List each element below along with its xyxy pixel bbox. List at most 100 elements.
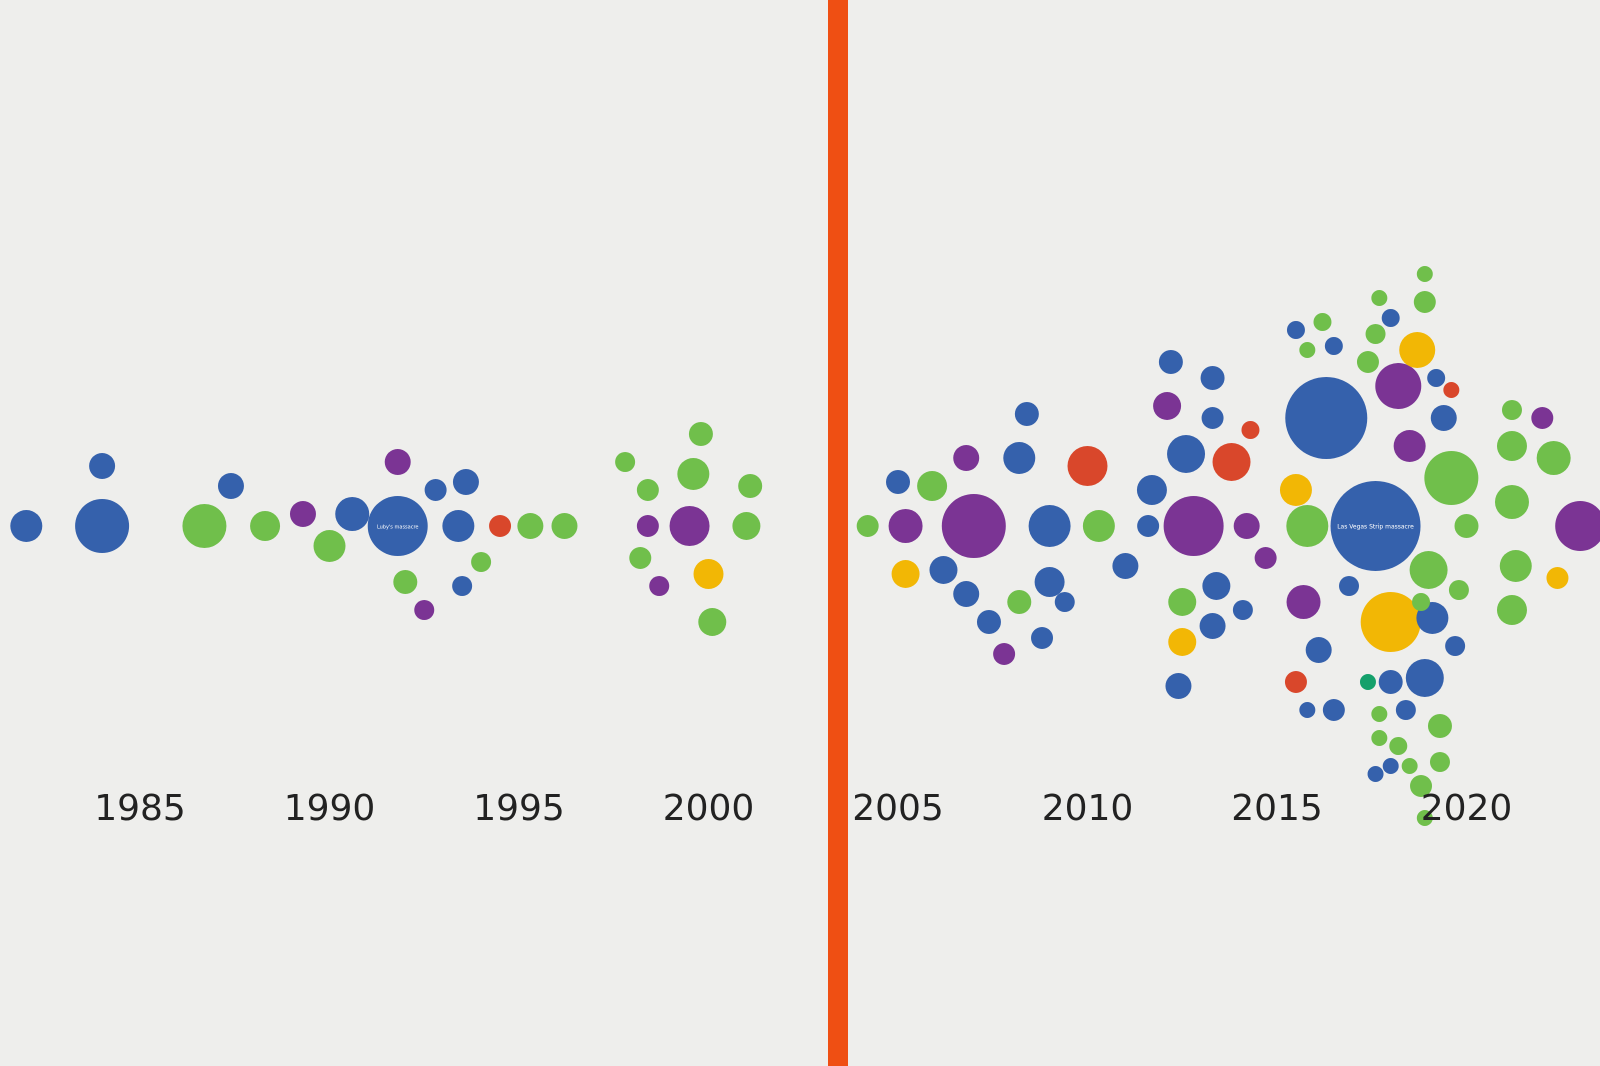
bubble-purple-39[interactable] xyxy=(953,445,980,471)
bubble-yellow-128[interactable] xyxy=(1546,567,1569,589)
bubble-blue-107[interactable] xyxy=(1367,766,1384,782)
bubble-blue-62[interactable] xyxy=(1165,673,1192,699)
bubble-green-74[interactable] xyxy=(1313,313,1332,331)
bubble-blue-83[interactable] xyxy=(1322,699,1345,721)
bubble-purple-12[interactable] xyxy=(414,600,435,620)
bubble-green-93[interactable] xyxy=(1413,291,1436,313)
bubble-blue-56[interactable] xyxy=(1158,350,1183,374)
bubble-blue-1[interactable] xyxy=(89,453,116,479)
bubble-blue-2[interactable] xyxy=(75,499,130,553)
bubble-purple-71[interactable] xyxy=(1254,547,1277,569)
bubble-blue-41[interactable] xyxy=(953,581,980,607)
bubble-blue-108[interactable] xyxy=(1382,758,1399,774)
bubble-blue-9[interactable] xyxy=(367,496,428,556)
bubble-green-30[interactable] xyxy=(698,608,727,636)
bubble-purple-6[interactable] xyxy=(289,501,316,527)
bubble-green-120[interactable] xyxy=(1501,400,1522,420)
bubble-blue-53[interactable] xyxy=(1112,553,1139,579)
bubble-yellow-90[interactable] xyxy=(1399,332,1436,368)
bubble-blue-42[interactable] xyxy=(976,610,1001,634)
bubble-purple-94[interactable] xyxy=(1393,430,1426,462)
bubble-green-102[interactable] xyxy=(1371,706,1388,722)
bubble-blue-100[interactable] xyxy=(1405,659,1444,697)
bubble-green-76[interactable] xyxy=(1299,342,1316,358)
bubble-green-121[interactable] xyxy=(1496,431,1527,461)
bubble-yellow-29[interactable] xyxy=(693,559,724,589)
bubble-blue-48[interactable] xyxy=(1028,505,1071,547)
bubble-green-88[interactable] xyxy=(1365,324,1386,344)
bubble-blue-55[interactable] xyxy=(1137,515,1160,537)
bubble-blue-13[interactable] xyxy=(424,479,447,501)
bubble-green-106[interactable] xyxy=(1429,752,1450,772)
bubble-purple-69[interactable] xyxy=(1233,513,1260,539)
bubble-blue-8[interactable] xyxy=(335,497,370,531)
bubble-blue-0[interactable] xyxy=(10,510,43,542)
bubble-green-109[interactable] xyxy=(1401,758,1418,774)
bubble-green-122[interactable] xyxy=(1494,485,1529,519)
bubble-yellow-97[interactable] xyxy=(1360,592,1421,652)
bubble-green-46[interactable] xyxy=(1007,590,1032,614)
bubble-blue-101[interactable] xyxy=(1395,700,1416,720)
bubble-green-5[interactable] xyxy=(250,511,281,541)
bubble-green-92[interactable] xyxy=(1416,266,1433,282)
bubble-blue-51[interactable] xyxy=(1054,592,1075,612)
bubble-red-96[interactable] xyxy=(1443,382,1460,398)
bubble-purple-57[interactable] xyxy=(1153,392,1182,420)
bubble-green-125[interactable] xyxy=(1536,441,1571,475)
bubble-red-50[interactable] xyxy=(1067,446,1108,486)
bubble-blue-82[interactable] xyxy=(1299,702,1316,718)
bubble-blue-34[interactable] xyxy=(886,470,910,494)
bubble-blue-77[interactable] xyxy=(1285,377,1368,459)
bubble-purple-25[interactable] xyxy=(649,576,670,596)
bubble-blue-44[interactable] xyxy=(1003,442,1036,474)
bubble-green-124[interactable] xyxy=(1496,595,1527,625)
bubble-blue-49[interactable] xyxy=(1034,567,1065,597)
bubble-yellow-37[interactable] xyxy=(891,560,920,588)
bubble-purple-28[interactable] xyxy=(669,506,710,546)
bubble-green-117[interactable] xyxy=(1448,580,1469,600)
bubble-yellow-72[interactable] xyxy=(1279,474,1312,506)
bubble-red-18[interactable] xyxy=(489,515,512,537)
bubble-green-3[interactable] xyxy=(182,504,227,548)
bubble-blue-112[interactable] xyxy=(1430,405,1457,431)
bubble-purple-10[interactable] xyxy=(384,449,411,475)
bubble-purple-36[interactable] xyxy=(888,509,923,543)
bubble-green-91[interactable] xyxy=(1356,351,1379,373)
bubble-blue-15[interactable] xyxy=(442,510,475,542)
bubble-green-20[interactable] xyxy=(551,513,578,539)
bubble-green-27[interactable] xyxy=(677,458,710,490)
bubble-green-111[interactable] xyxy=(1416,810,1433,826)
bubble-green-78[interactable] xyxy=(1286,505,1329,547)
bubble-blue-38[interactable] xyxy=(929,556,958,584)
bubble-blue-67[interactable] xyxy=(1202,572,1231,600)
bubble-purple-23[interactable] xyxy=(636,515,659,537)
bubble-green-7[interactable] xyxy=(313,530,346,562)
bubble-blue-68[interactable] xyxy=(1199,613,1226,639)
bubble-blue-58[interactable] xyxy=(1167,435,1206,473)
bubble-teal-98[interactable] xyxy=(1359,674,1376,690)
bubble-green-105[interactable] xyxy=(1389,737,1408,755)
bubble-green-118[interactable] xyxy=(1454,514,1479,538)
bubble-blue-64[interactable] xyxy=(1201,407,1224,429)
bubble-red-66[interactable] xyxy=(1241,421,1260,439)
bubble-green-60[interactable] xyxy=(1168,588,1197,616)
bubble-green-52[interactable] xyxy=(1082,510,1115,542)
bubble-purple-43[interactable] xyxy=(993,643,1016,665)
bubble-purple-59[interactable] xyxy=(1163,496,1224,556)
bubble-blue-4[interactable] xyxy=(217,473,244,499)
bubble-blue-73[interactable] xyxy=(1286,321,1305,339)
bubble-green-35[interactable] xyxy=(917,471,948,501)
bubble-blue-75[interactable] xyxy=(1324,337,1343,355)
bubble-green-86[interactable] xyxy=(1371,290,1388,306)
bubble-blue-95[interactable] xyxy=(1427,369,1446,387)
bubble-green-11[interactable] xyxy=(393,570,418,594)
bubble-blue-80[interactable] xyxy=(1305,637,1332,663)
bubble-green-119[interactable] xyxy=(1412,593,1431,611)
bubble-green-31[interactable] xyxy=(738,474,763,498)
bubble-green-110[interactable] xyxy=(1410,775,1433,797)
bubble-purple-40[interactable] xyxy=(941,494,1006,558)
bubble-green-123[interactable] xyxy=(1499,550,1532,582)
bubble-green-22[interactable] xyxy=(636,479,659,501)
bubble-blue-14[interactable] xyxy=(452,469,479,495)
bubble-purple-89[interactable] xyxy=(1375,363,1422,409)
